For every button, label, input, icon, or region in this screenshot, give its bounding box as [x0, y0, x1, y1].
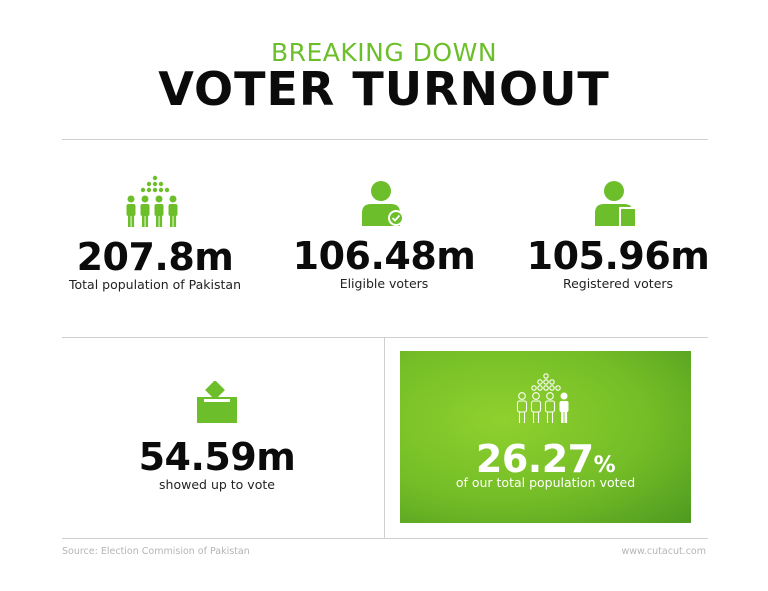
population-caption: Total population of Pakistan: [68, 277, 242, 292]
turnout-number: 26.27: [475, 437, 594, 481]
eligible-value: 106.48m: [292, 234, 476, 278]
user-card-icon: [595, 181, 637, 228]
crowd-outline-icon: [516, 373, 569, 423]
middle-divider: [62, 337, 708, 338]
registered-caption: Registered voters: [562, 276, 674, 291]
stat-population: 207.8m Total population of Pakistan: [55, 175, 255, 293]
turnout-panel: 26.27% of our total population voted: [400, 351, 691, 523]
turnout-percent-sign: %: [593, 453, 616, 478]
turnout-caption: of our total population voted: [455, 475, 636, 490]
eligible-caption: Eligible voters: [339, 276, 429, 291]
crowd-icon: [126, 175, 178, 227]
page-title: VOTER TURNOUT: [158, 62, 610, 116]
stat-registered: 105.96m Registered voters: [518, 180, 718, 292]
stat-eligible: 106.48m Eligible voters: [284, 180, 484, 292]
stat-showed-up: 54.59m showed up to vote: [117, 381, 317, 493]
source-note: Source: Election Commision of Pakistan: [62, 546, 250, 557]
showed-up-caption: showed up to vote: [159, 477, 275, 492]
registered-value: 105.96m: [526, 234, 710, 278]
ballot-box-icon: [197, 381, 237, 423]
bottom-divider: [62, 538, 708, 539]
user-check-icon: [362, 181, 404, 226]
turnout-value: 26.27%: [400, 439, 691, 486]
showed-up-value: 54.59m: [138, 435, 296, 479]
header-kicker: BREAKING DOWN: [270, 38, 498, 67]
vertical-divider: [384, 337, 385, 538]
top-divider: [62, 139, 708, 140]
site-link[interactable]: www.cutacut.com: [621, 546, 706, 557]
population-value: 207.8m: [76, 235, 234, 279]
